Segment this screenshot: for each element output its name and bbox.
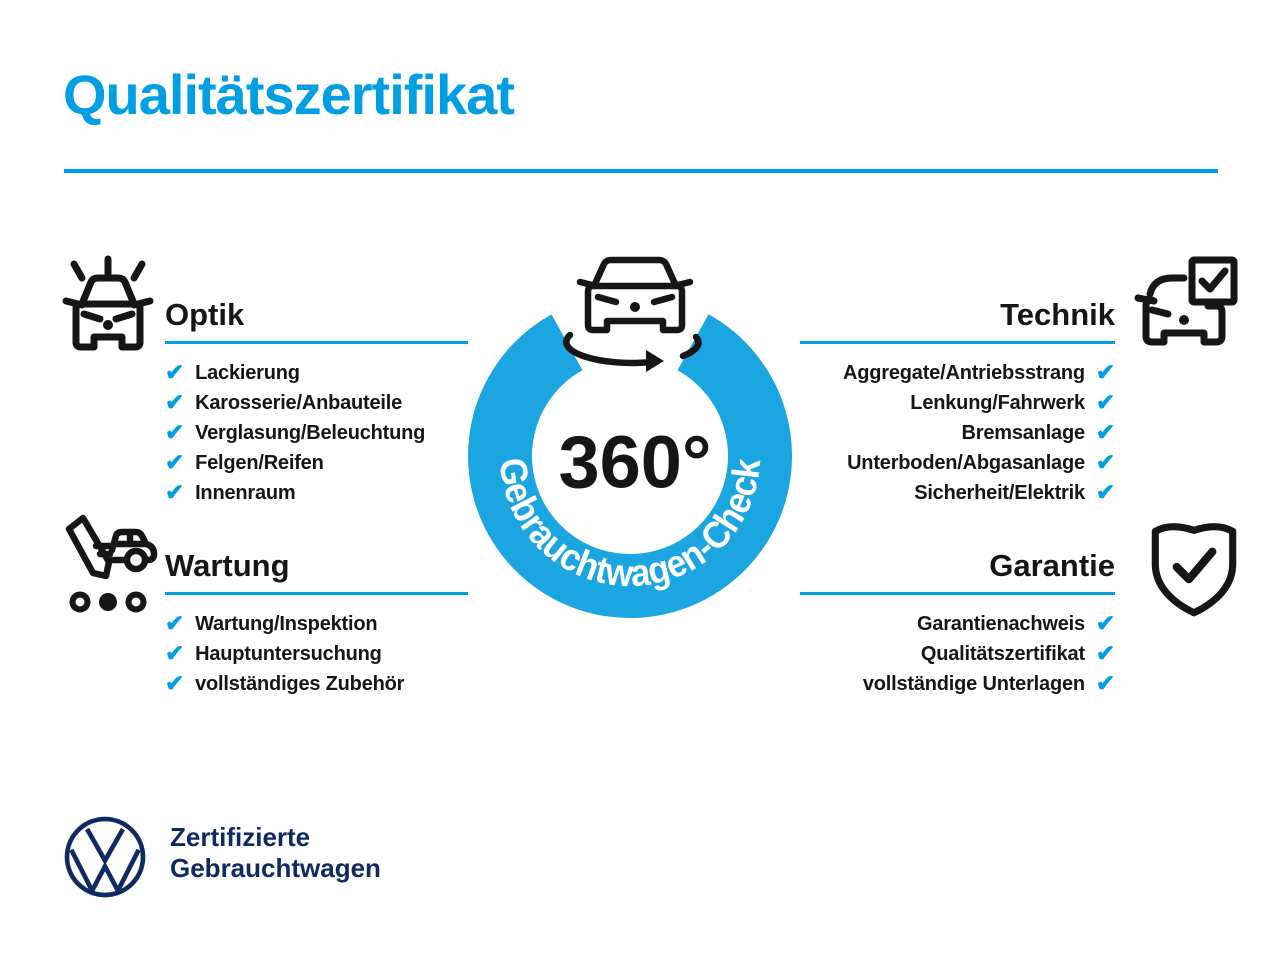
check-icon: ✔ <box>1095 669 1115 696</box>
ring <box>468 294 792 618</box>
badge-360: Gebrauchtwagen-Check 360° <box>448 238 812 673</box>
vw-logo <box>62 814 148 905</box>
section-technik-title: Technik <box>1000 297 1115 332</box>
pencil-car-icon <box>52 508 164 620</box>
check-icon: ✔ <box>1095 358 1115 385</box>
checklist-item-label: vollständiges Zubehör <box>195 672 405 695</box>
check-icon: ✔ <box>165 478 185 505</box>
check-icon: ✔ <box>1095 448 1115 475</box>
checklist-item-label: Verglasung/Beleuchtung <box>195 421 426 444</box>
degree-label: 360° <box>558 421 711 504</box>
checklist-item-label: Lenkung/Fahrwerk <box>910 391 1085 414</box>
checklist-item: Unterboden/Abgasanlage ✔ <box>800 448 1115 478</box>
checklist-item: ✔ Innenraum <box>165 478 468 508</box>
check-icon: ✔ <box>1095 418 1115 445</box>
car-shine-icon <box>52 252 164 364</box>
checklist-item: ✔ Verglasung/Beleuchtung <box>165 418 468 448</box>
checklist-item-label: Qualitätszertifikat <box>920 642 1085 665</box>
check-icon: ✔ <box>165 609 185 636</box>
checklist-item-label: Wartung/Inspektion <box>195 612 378 635</box>
title-rule <box>64 169 1218 173</box>
check-icon: ✔ <box>1095 609 1115 636</box>
check-icon: ✔ <box>165 388 185 415</box>
garantie-checklist: Garantienachweis ✔ Qualitätszertifikat ✔ v… <box>800 609 1115 699</box>
checklist-item: Garantienachweis ✔ <box>800 609 1115 639</box>
optik-checklist: ✔ Lackierung ✔ Karosserie/Anbauteile ✔ Verg… <box>165 358 468 508</box>
checklist-item: Qualitätszertifikat ✔ <box>800 639 1115 669</box>
check-icon: ✔ <box>165 418 185 445</box>
checklist-item: Aggregate/Antriebsstrang ✔ <box>800 358 1115 388</box>
page-title: Qualitätszertifikat <box>63 63 515 126</box>
checklist-item: ✔ Karosserie/Anbauteile <box>165 388 468 418</box>
checklist-item-label: Unterboden/Abgasanlage <box>847 451 1085 474</box>
section-wartung-title: Wartung <box>165 548 290 583</box>
checklist-item-label: Innenraum <box>195 481 296 504</box>
check-icon: ✔ <box>1095 639 1115 666</box>
section-garantie-title: Garantie <box>989 548 1115 583</box>
checklist-item: ✔ Lackierung <box>165 358 468 388</box>
checklist-item-label: Lackierung <box>195 361 300 384</box>
footer-brand: Zertifizierte Gebrauchtwagen <box>170 822 381 884</box>
checklist-item-label: Sicherheit/Elektrik <box>914 481 1085 504</box>
checklist-item: Lenkung/Fahrwerk ✔ <box>800 388 1115 418</box>
checklist-item-label: Felgen/Reifen <box>195 451 324 474</box>
section-technik: Technik Aggregate/Antriebsstrang ✔ Lenkun… <box>800 298 1115 508</box>
section-wartung-underline <box>165 592 468 595</box>
car-rotate-icon <box>563 256 702 372</box>
checklist-item-label: Aggregate/Antriebsstrang <box>843 361 1085 384</box>
check-icon: ✔ <box>165 448 185 475</box>
checklist-item: ✔ Wartung/Inspektion <box>165 609 468 639</box>
checklist-item: ✔ Felgen/Reifen <box>165 448 468 478</box>
checklist-item-label: vollständige Unterlagen <box>862 672 1085 695</box>
section-optik-title: Optik <box>165 297 245 332</box>
section-garantie-underline <box>800 592 1115 595</box>
footer-brand-line2: Gebrauchtwagen <box>170 853 381 883</box>
check-icon: ✔ <box>165 669 185 696</box>
section-optik-underline <box>165 341 468 344</box>
checklist-item: vollständige Unterlagen ✔ <box>800 669 1115 699</box>
check-icon: ✔ <box>165 358 185 385</box>
checklist-item: Bremsanlage ✔ <box>800 418 1116 448</box>
checklist-item-label: Hauptuntersuchung <box>195 642 382 665</box>
section-optik: Optik ✔ Lackierung ✔ Karosserie/Anbauteile… <box>165 298 468 508</box>
checklist-item-label: Bremsanlage <box>961 421 1086 444</box>
check-icon: ✔ <box>1095 478 1115 505</box>
check-icon: ✔ <box>1095 388 1115 415</box>
check-icon: ✔ <box>165 639 185 666</box>
checklist-item-label: Karosserie/Anbauteile <box>195 391 403 414</box>
section-technik-underline <box>800 341 1115 344</box>
car-checkbox-icon <box>1128 254 1240 366</box>
checklist-item: Sicherheit/Elektrik ✔ <box>800 478 1115 508</box>
checklist-item-label: Garantienachweis <box>916 612 1085 635</box>
footer-brand-line1: Zertifizierte <box>170 822 311 852</box>
checklist-item: ✔ vollständiges Zubehör <box>165 669 468 699</box>
section-wartung: Wartung ✔ Wartung/Inspektion ✔ Hauptunters… <box>165 549 468 699</box>
section-garantie: Garantie Garantienachweis ✔ Qualitätszert… <box>800 549 1115 699</box>
shield-check-icon <box>1142 511 1246 623</box>
checklist-item: ✔ Hauptuntersuchung <box>165 639 468 669</box>
technik-checklist: Aggregate/Antriebsstrang ✔ Lenkung/Fahrwe… <box>800 358 1115 508</box>
wartung-checklist: ✔ Wartung/Inspektion ✔ Hauptuntersuchung ✔… <box>165 609 468 699</box>
